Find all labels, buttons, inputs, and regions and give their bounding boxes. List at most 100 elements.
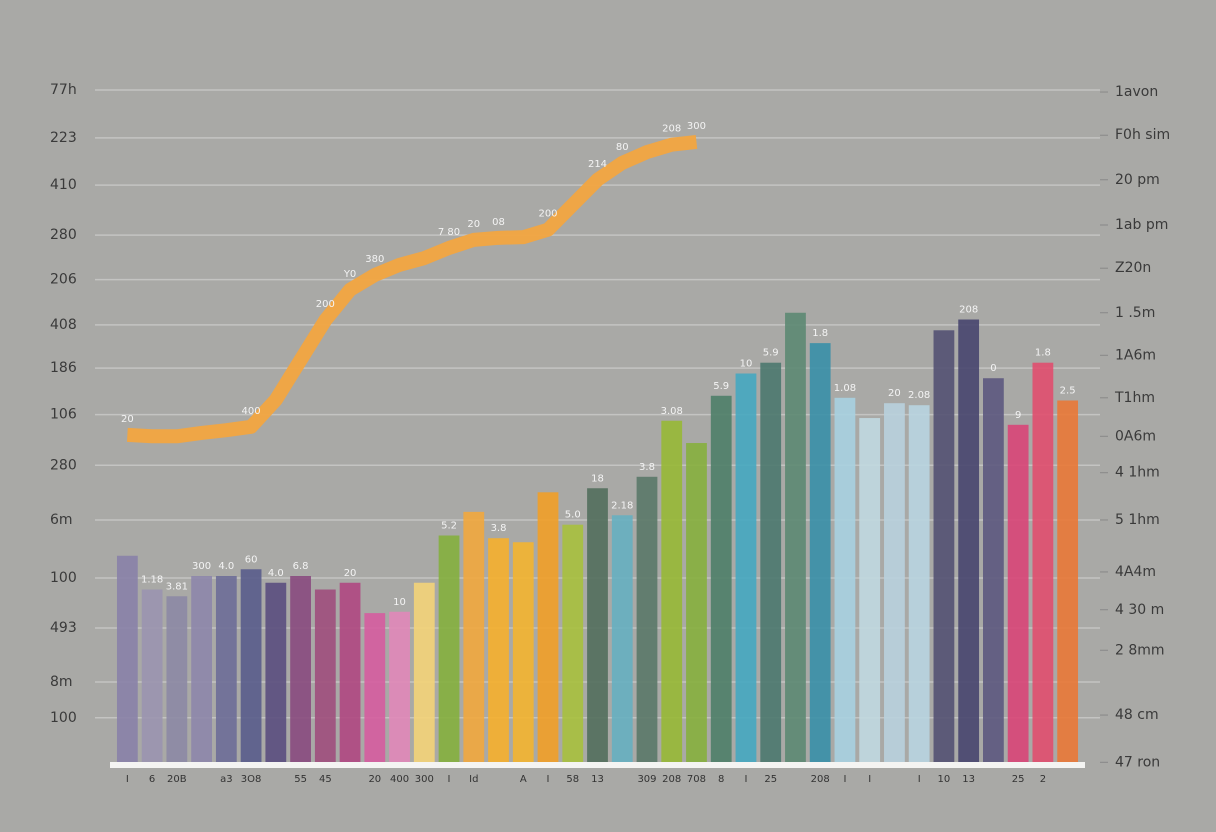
bar: [314, 589, 336, 765]
bar: [710, 395, 732, 765]
bar-label: 2.18: [611, 500, 633, 511]
bar: [463, 511, 485, 765]
bar-label: 5.9: [763, 348, 779, 359]
y-tick-label: 280: [50, 457, 77, 473]
x-tick-label: I: [868, 774, 871, 785]
line-label: Y0: [343, 269, 356, 280]
line-label: 20: [121, 414, 134, 425]
bar-label: 1.18: [141, 575, 163, 586]
x-tick-label: 300: [415, 774, 434, 785]
bar: [859, 418, 881, 765]
x-tick-label: I: [918, 774, 921, 785]
y-tick-label: 6m: [50, 512, 73, 528]
bar: [364, 613, 386, 765]
line-label: 380: [365, 254, 384, 265]
line-label: 400: [242, 406, 261, 417]
y-tick-label: 410: [50, 177, 77, 193]
bar: [191, 576, 212, 765]
x-tick-label: 6: [149, 774, 155, 785]
x-tick-label: 8: [718, 774, 724, 785]
bar: [958, 319, 980, 765]
bar-label: 20: [888, 388, 901, 399]
bar-label: 18: [591, 473, 604, 484]
x-tick-label: 25: [1012, 774, 1025, 785]
line-label: 200: [316, 299, 335, 310]
x-tick-label: 400: [390, 774, 409, 785]
x-tick-label: I: [843, 774, 846, 785]
x-tick-label: 45: [319, 774, 332, 785]
bar: [290, 576, 311, 765]
bar: [587, 488, 608, 765]
bar: [512, 542, 534, 765]
bar-label: 3.8: [491, 523, 507, 534]
bar: [413, 582, 435, 765]
x-tick-label: Id: [469, 774, 478, 785]
x-tick-label: 309: [637, 774, 656, 785]
y2-tick-label: 1 .5m: [1115, 305, 1155, 321]
bar: [686, 443, 707, 765]
bar-label: 1.08: [834, 383, 856, 394]
y-tick-label: 100: [50, 710, 77, 726]
y-tick-label: 100: [50, 570, 77, 586]
bar-label: 5.9: [713, 381, 729, 392]
bar: [116, 555, 138, 765]
y2-tick-label: F0h sim: [1115, 127, 1170, 143]
y2-tick-label: 4A4m: [1115, 564, 1156, 580]
bar: [537, 492, 559, 765]
bar: [488, 538, 509, 765]
bar: [611, 515, 633, 765]
x-tick-label: 13: [591, 774, 604, 785]
line-label: 214: [588, 159, 607, 170]
bar: [884, 403, 905, 765]
x-tick-label: 20B: [167, 774, 187, 785]
bar-label: 1.8: [812, 328, 828, 339]
line-label: 80: [616, 142, 629, 153]
bar-label: 2.08: [908, 390, 930, 401]
bar-label: 60: [245, 554, 258, 565]
x-tick-label: 55: [294, 774, 307, 785]
y2-tick-label: T1hm: [1114, 390, 1155, 406]
y-tick-label: 8m: [50, 674, 73, 690]
bar: [785, 312, 806, 765]
x-tick-label: 208: [662, 774, 681, 785]
bar-label: 10: [740, 359, 753, 370]
y-tick-label: 186: [50, 360, 77, 376]
bar: [1032, 362, 1054, 765]
bar: [215, 576, 237, 765]
bar: [735, 373, 757, 765]
y-tick-label: 408: [50, 317, 77, 333]
trend-line: [126, 135, 698, 444]
bar-label: 0: [990, 363, 996, 374]
bar: [562, 524, 584, 765]
x-tick-label: 2: [1040, 774, 1046, 785]
bar-label: 3.8: [639, 462, 655, 473]
y2-tick-label: 1A6m: [1115, 347, 1156, 363]
y2-tick-label: 47 ron: [1115, 754, 1160, 770]
bar: [339, 582, 361, 765]
y2-tick-label: 1avon: [1115, 84, 1158, 100]
bar: [933, 330, 955, 765]
bar: [983, 378, 1004, 765]
bar: [240, 569, 262, 765]
x-tick-label: A: [520, 774, 527, 785]
bar-label: 208: [959, 305, 978, 316]
baseline: [110, 762, 1085, 768]
bar-label: 20: [344, 568, 357, 579]
y-tick-label: 77h: [50, 82, 77, 98]
y2-tick-label: 4 30 m: [1115, 602, 1164, 618]
y-tick-label: 106: [50, 407, 77, 423]
y2-tick-label: 5 1hm: [1115, 512, 1160, 528]
y2-tick-label: 0A6m: [1115, 428, 1156, 444]
bar: [908, 405, 930, 765]
bar-label: 6.8: [293, 561, 309, 572]
bar: [166, 596, 188, 765]
line-label: 20: [467, 219, 480, 230]
x-tick-label: 10: [938, 774, 951, 785]
x-tick-label: 208: [811, 774, 830, 785]
bar-label: 4.0: [268, 568, 284, 579]
line-label: 208: [662, 124, 681, 135]
bar-label: 2.5: [1060, 386, 1076, 397]
bar-label: 3.81: [166, 581, 188, 592]
bar: [809, 343, 831, 765]
